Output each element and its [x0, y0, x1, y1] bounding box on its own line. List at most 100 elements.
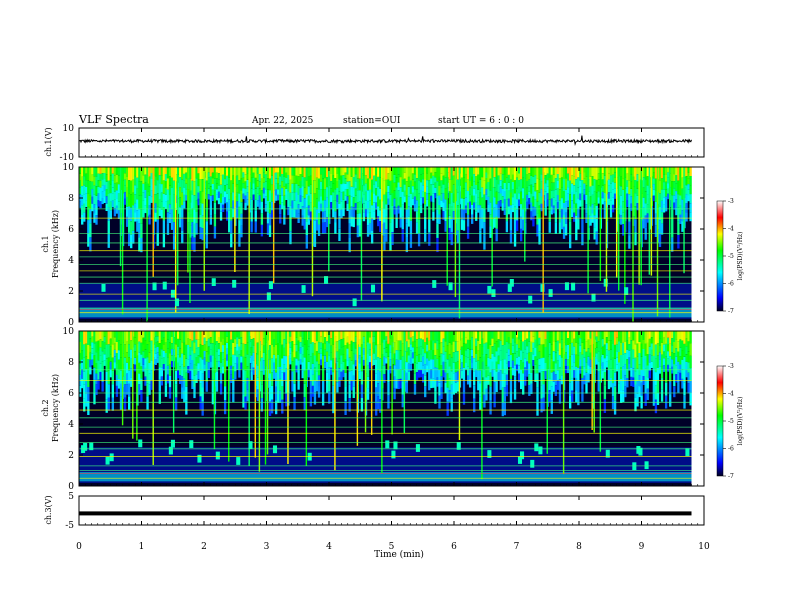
- spectrogram-cell: [387, 192, 390, 199]
- spectrogram-cell: [81, 195, 84, 206]
- spectrogram-cell: [477, 182, 480, 190]
- spectrogram-cell: [571, 342, 574, 355]
- spectrogram-spike: [615, 167, 618, 278]
- spectrogram-cell: [324, 222, 327, 234]
- time-axis: 0 1 2 3 4 5 6 7 8 9 10: [76, 128, 710, 552]
- spectrogram-cell: [432, 340, 435, 350]
- spectrogram-patch: [393, 441, 398, 450]
- spectrogram-cell: [85, 193, 88, 201]
- spectrogram-cell: [223, 400, 227, 415]
- spectrogram-cell: [291, 361, 294, 372]
- spectrogram-cell: [503, 175, 507, 183]
- spectrogram-cell: [252, 345, 255, 353]
- spectrogram-cell: [538, 344, 541, 352]
- spectrogram-spike: [587, 167, 589, 294]
- spectrogram-cell: [230, 339, 233, 349]
- spectrogram-cell: [650, 337, 654, 344]
- spectrogram-cell: [571, 167, 574, 176]
- spectrogram-cell: [89, 181, 92, 196]
- spectrogram-cell: [505, 331, 509, 342]
- spectrogram-cell: [209, 215, 213, 225]
- spectrogram-cell: [548, 221, 551, 233]
- spectrogram-cell: [315, 331, 319, 342]
- spectrogram-cell: [407, 363, 411, 372]
- spectrogram-cell: [475, 185, 478, 194]
- spectrogram-cell: [642, 207, 645, 219]
- spectrogram-cell: [509, 379, 513, 392]
- xtick-label: 8: [576, 542, 582, 552]
- spectrogram-cell: [262, 367, 266, 375]
- spectrogram-cell: [583, 357, 586, 367]
- spectrogram-patch: [448, 282, 453, 291]
- spectrogram-cell: [105, 344, 108, 359]
- spectrogram-cell: [440, 376, 443, 388]
- spectrogram-cell: [107, 331, 110, 345]
- spectrogram-cell: [219, 373, 223, 384]
- spectrogram-cell: [685, 361, 688, 370]
- spectrogram-spike: [305, 331, 308, 466]
- spectrogram-cell: [115, 190, 119, 199]
- spectrogram-cell: [246, 366, 249, 378]
- spectrogram-cell: [287, 199, 290, 208]
- spectrogram-cell: [170, 167, 174, 178]
- spectrogram-cell: [613, 188, 617, 194]
- spectrogram-cell: [215, 361, 219, 372]
- spectrogram-spike: [648, 167, 651, 275]
- spectrogram-cell: [558, 391, 562, 404]
- spectrogram-cell: [242, 183, 245, 189]
- spectrogram-cell: [556, 340, 560, 351]
- spectrogram-cell: [475, 176, 478, 185]
- spectrogram-cell: [321, 167, 325, 179]
- spectrogram-cell: [164, 385, 168, 397]
- spectrogram-cell: [575, 179, 578, 192]
- spectrogram-cell: [569, 194, 572, 208]
- spectrogram-cell: [113, 208, 117, 217]
- spectrogram-cell: [560, 187, 564, 199]
- spectrogram-cell: [407, 331, 411, 340]
- spectrogram-cell: [242, 188, 245, 194]
- spectrogram-cell: [650, 361, 654, 369]
- spectrogram-cell: [362, 212, 366, 222]
- spectrogram-cell: [571, 390, 574, 403]
- spectrogram-cell: [389, 180, 392, 195]
- spectrogram-cell: [140, 390, 143, 402]
- spectrogram-cell: [154, 359, 157, 365]
- spectrogram-cell: [524, 367, 527, 377]
- spectrogram-cell: [626, 340, 629, 350]
- spectrogram-cell: [473, 344, 476, 358]
- spectrogram-cell: [585, 341, 588, 352]
- spectrogram-cell: [689, 331, 692, 344]
- spectrogram-cell: [505, 363, 509, 375]
- spectrogram-cell: [524, 376, 527, 386]
- spectrogram-cell: [360, 398, 364, 412]
- spectrogram-cell: [348, 371, 351, 385]
- spectrogram-cell: [107, 194, 110, 208]
- start-time-label: start UT = 6 : 0 : 0: [438, 116, 524, 126]
- spectrogram-cell: [183, 378, 186, 391]
- spectrogram-cell: [174, 357, 178, 371]
- spectrogram-cell: [117, 369, 121, 379]
- spectrogram-cell: [419, 331, 423, 339]
- spectrogram-cell: [426, 199, 429, 207]
- spectrogram-cell: [252, 189, 255, 195]
- spectrogram-cell: [174, 397, 178, 411]
- spectrogram-cell: [254, 221, 257, 233]
- spectrogram-cell: [520, 340, 523, 351]
- spectrogram-cell: [164, 174, 168, 181]
- spectrogram-cell: [95, 373, 98, 385]
- spectrogram-cell: [573, 212, 576, 222]
- spectrogram-cell: [471, 331, 474, 338]
- spectrogram-cell: [373, 353, 376, 360]
- spectrogram-cell: [444, 188, 447, 200]
- colorbar-tick-label: -7: [728, 308, 734, 315]
- spectrogram-cell: [348, 195, 351, 210]
- spectrogram-cell: [191, 340, 194, 351]
- spectrogram-cell: [411, 192, 415, 199]
- spectrogram-cell: [407, 347, 411, 356]
- spectrogram-cell: [468, 331, 472, 341]
- spectrogram-cell: [473, 188, 476, 196]
- spectrogram-cell: [324, 337, 327, 344]
- spectrogram-cell: [123, 357, 127, 371]
- spectrogram-cell: [236, 209, 239, 219]
